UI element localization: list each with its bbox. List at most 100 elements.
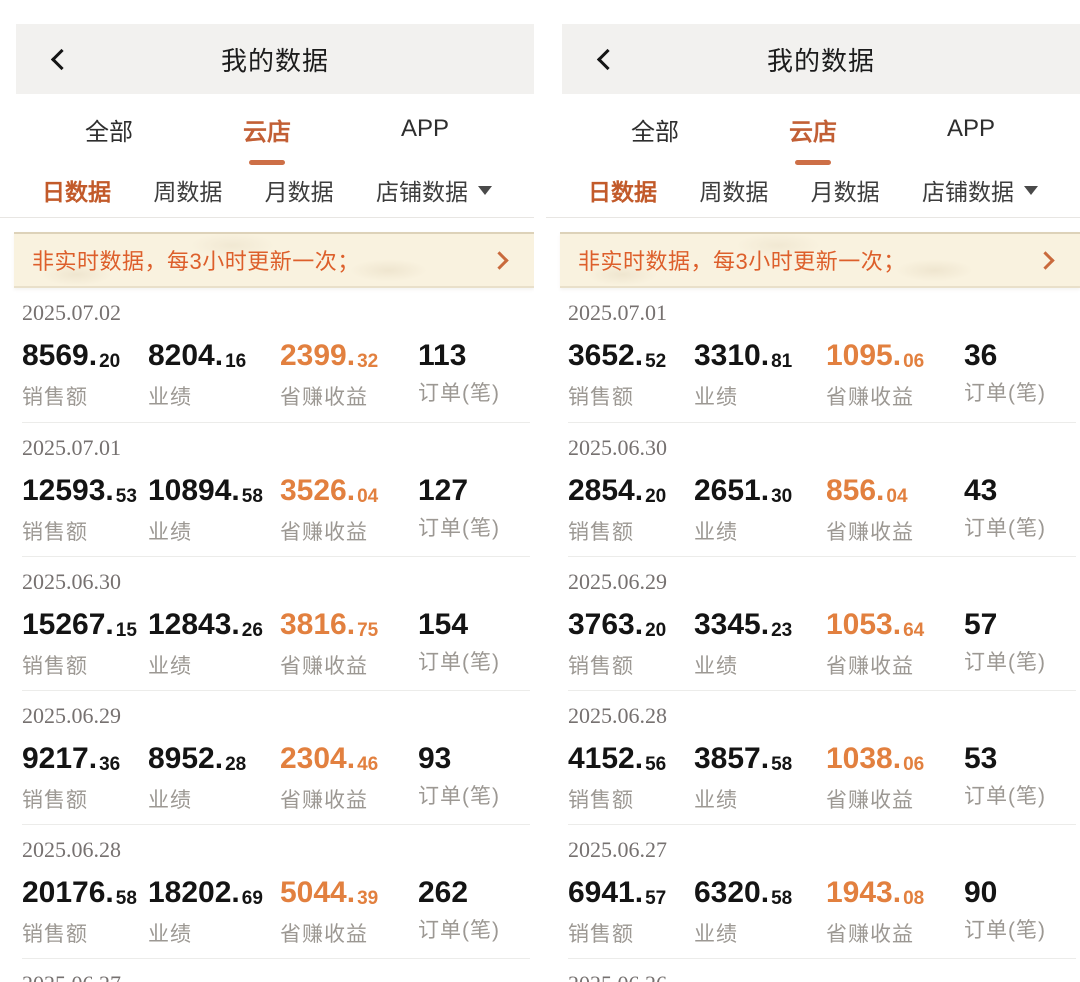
metric-label: 订单(笔)	[418, 517, 500, 540]
metric-label: 省赚收益	[826, 386, 914, 409]
metrics-row: 3763. 20 销售额 3345. 23 业绩 1053. 64 省赚收益 57 订…	[568, 608, 1076, 678]
subtab-daily[interactable]: 日数据	[588, 178, 657, 205]
channel-tabs: 全部 云店 APP	[546, 96, 1080, 162]
metric-label: 订单(笔)	[418, 651, 500, 674]
metric-sales: 15267. 15 销售额	[22, 608, 148, 678]
metric-value: 18202. 69	[148, 876, 263, 909]
subtab-monthly[interactable]: 月数据	[264, 178, 334, 205]
metric-label: 销售额	[568, 789, 634, 812]
metric-earnings: 3816. 75 省赚收益	[280, 608, 418, 678]
metric-value: 154	[418, 608, 469, 641]
metric-performance: 8204. 16 业绩	[148, 339, 280, 409]
metric-label: 销售额	[22, 789, 88, 812]
metric-orders: 90 订单(笔)	[964, 876, 1076, 946]
subtab-weekly[interactable]: 周数据	[699, 178, 769, 205]
tab-app[interactable]: APP	[400, 115, 449, 142]
metric-label: 订单(笔)	[964, 651, 1046, 674]
metric-value: 43	[964, 474, 998, 507]
day-date: 2025.07.01	[568, 300, 667, 325]
metric-label: 业绩	[694, 789, 738, 812]
metric-value: 15267. 15	[22, 608, 137, 641]
subtab-weekly[interactable]: 周数据	[153, 178, 223, 205]
metric-performance: 6320. 58 业绩	[694, 876, 826, 946]
day-date: 2025.07.02	[22, 300, 121, 325]
metric-label: 订单(笔)	[964, 382, 1046, 405]
metric-earnings: 2304. 46 省赚收益	[280, 742, 418, 812]
metric-label: 订单(笔)	[964, 785, 1046, 808]
metric-label: 销售额	[568, 521, 634, 544]
metric-value: 12843. 26	[148, 608, 263, 641]
tab-all[interactable]: 全部	[84, 118, 133, 146]
metric-label: 省赚收益	[280, 789, 368, 812]
day-block: 2025.06.30 2854. 20 销售额 2651. 30 业绩 856. 04…	[568, 422, 1076, 556]
subtab-daily[interactable]: 日数据	[42, 178, 111, 205]
metric-label: 业绩	[694, 521, 738, 544]
metric-label: 订单(笔)	[964, 517, 1046, 540]
metric-label: 业绩	[148, 521, 192, 544]
metric-value: 57	[964, 608, 998, 641]
metric-value: 1943. 08	[826, 876, 925, 909]
app-bar: 我的数据	[562, 24, 1080, 94]
day-date: 2025.06.30	[568, 435, 667, 460]
subtab-monthly[interactable]: 月数据	[810, 178, 880, 205]
metric-sales: 9217. 36 销售额	[22, 742, 148, 812]
tab-app[interactable]: APP	[946, 115, 995, 142]
top-margin	[546, 0, 1080, 24]
metrics-row: 9217. 36 销售额 8952. 28 业绩 2304. 46 省赚收益 93 订…	[22, 742, 530, 812]
caret-down-icon	[477, 186, 492, 195]
metric-earnings: 856. 04 省赚收益	[826, 474, 964, 544]
subtab-store-data[interactable]: 店铺数据	[376, 173, 492, 207]
metric-value: 2304. 46	[280, 742, 379, 775]
period-tabs: 日数据 周数据 月数据 店铺数据	[546, 162, 1080, 218]
metric-value: 4152. 56	[568, 742, 667, 775]
day-date: 2025.06.28	[22, 837, 121, 862]
tab-all[interactable]: 全部	[630, 118, 679, 146]
metric-value: 3816. 75	[280, 608, 379, 641]
metric-orders: 93 订单(笔)	[418, 742, 530, 812]
spacer	[0, 218, 534, 232]
day-date: 2025.06.29	[22, 703, 121, 728]
metric-performance: 3310. 81 业绩	[694, 339, 826, 409]
metric-sales: 3763. 20 销售额	[568, 608, 694, 678]
metric-value: 6941. 57	[568, 876, 667, 909]
metric-orders: 154 订单(笔)	[418, 608, 530, 678]
metrics-row: 2854. 20 销售额 2651. 30 业绩 856. 04 省赚收益 43 订单…	[568, 474, 1076, 544]
subtab-store-data[interactable]: 店铺数据	[922, 173, 1038, 207]
phone-screen-left: 我的数据 全部 云店 APP 日数据 周数据 月数据 店铺数据 非实时数据，每3…	[0, 0, 534, 982]
period-tabs: 日数据 周数据 月数据 店铺数据	[0, 162, 534, 218]
metric-sales: 3652. 52 销售额	[568, 339, 694, 409]
metric-label: 省赚收益	[826, 789, 914, 812]
metric-label: 业绩	[148, 923, 192, 946]
metric-value: 6320. 58	[694, 876, 793, 909]
day-block: 2025.07.01 12593. 53 销售额 10894. 58 业绩 3526…	[22, 422, 530, 556]
daily-data-list: 2025.07.01 3652. 52 销售额 3310. 81 业绩 1095. 0…	[568, 288, 1076, 982]
metric-performance: 3345. 23 业绩	[694, 608, 826, 678]
metric-value: 90	[964, 876, 998, 909]
metrics-row: 6941. 57 销售额 6320. 58 业绩 1943. 08 省赚收益 90 订…	[568, 876, 1076, 946]
metric-value: 3857. 58	[694, 742, 793, 775]
metric-orders: 113 订单(笔)	[418, 339, 530, 409]
metric-performance: 10894. 58 业绩	[148, 474, 280, 544]
metric-label: 业绩	[148, 789, 192, 812]
day-date: 2025.06.27	[22, 972, 530, 982]
metric-earnings: 2399. 32 省赚收益	[280, 339, 418, 409]
metric-label: 省赚收益	[826, 655, 914, 678]
tab-cloud-store[interactable]: 云店	[241, 106, 293, 153]
metric-label: 省赚收益	[826, 521, 914, 544]
metric-label: 销售额	[22, 521, 88, 544]
metric-earnings: 1053. 64 省赚收益	[826, 608, 964, 678]
metric-orders: 43 订单(笔)	[964, 474, 1076, 544]
notice-banner[interactable]: 非实时数据，每3小时更新一次；	[14, 232, 534, 288]
metric-label: 业绩	[694, 655, 738, 678]
day-date: 2025.06.30	[22, 569, 121, 594]
metric-label: 销售额	[22, 655, 88, 678]
metric-label: 销售额	[22, 923, 88, 946]
metric-value: 8569. 20	[22, 339, 121, 372]
day-block: 2025.06.29 3763. 20 销售额 3345. 23 业绩 1053. 6…	[568, 556, 1076, 690]
tab-cloud-store[interactable]: 云店	[787, 106, 839, 153]
notice-banner[interactable]: 非实时数据，每3小时更新一次；	[560, 232, 1080, 288]
metric-sales: 8569. 20 销售额	[22, 339, 148, 409]
metrics-row: 4152. 56 销售额 3857. 58 业绩 1038. 06 省赚收益 53 订…	[568, 742, 1076, 812]
metric-value: 10894. 58	[148, 474, 263, 507]
